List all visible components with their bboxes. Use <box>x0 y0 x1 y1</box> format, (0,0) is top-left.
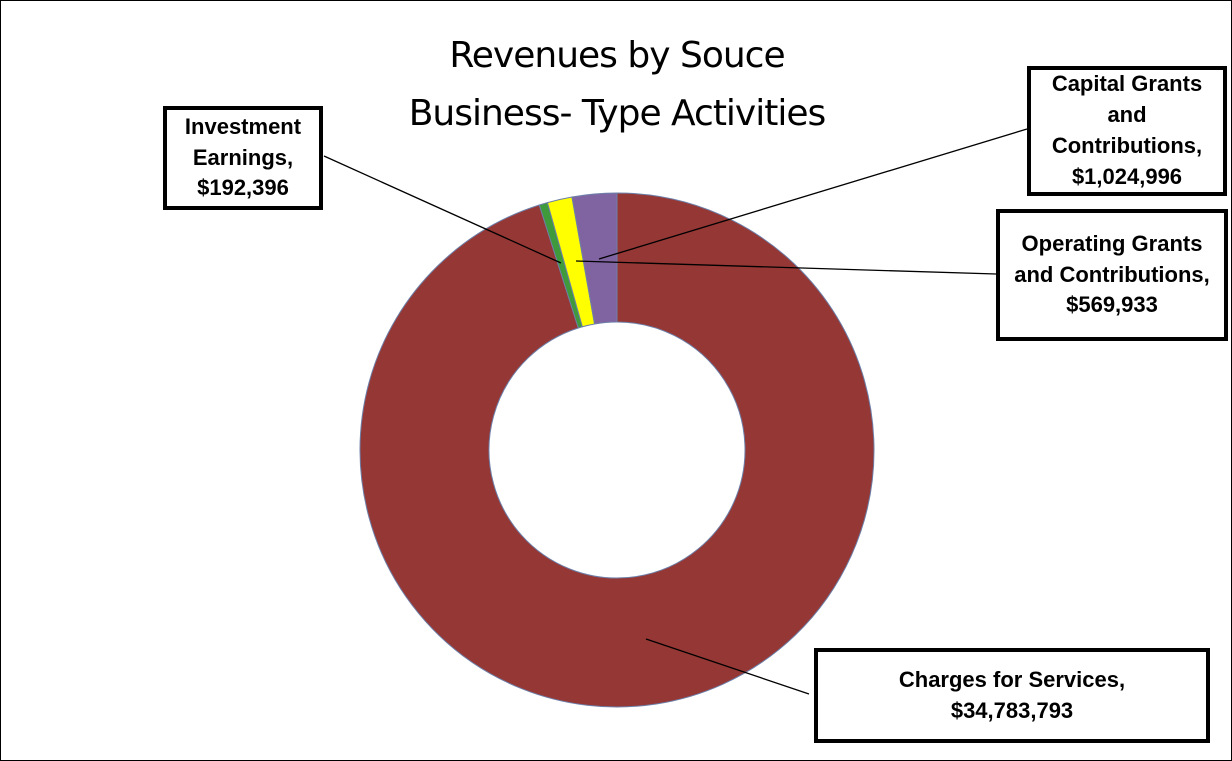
donut-slice <box>359 192 875 708</box>
value-label: $34,783,793 <box>950 697 1074 723</box>
category-label: Operating Grants and Contributions, <box>1014 230 1210 287</box>
leader-line <box>598 128 1028 260</box>
value-label: $569,933 <box>1066 292 1158 318</box>
value-label: $1,024,996 <box>1071 163 1183 189</box>
category-label: Investment Earnings, <box>184 113 302 170</box>
leader-line <box>645 638 810 695</box>
leader-line <box>323 155 562 264</box>
data-label: Operating Grants and Contributions, $569,… <box>996 209 1228 341</box>
donut-slice <box>571 192 618 325</box>
chart-subtitle: Business- Type Activities <box>409 93 826 134</box>
category-label: Capital Grants and Contributions, <box>1051 71 1203 158</box>
chart-title: Revenues by Souce <box>449 35 784 76</box>
data-label: Capital Grants and Contributions, $1,024,… <box>1027 66 1227 196</box>
value-label: $192,396 <box>197 175 289 201</box>
data-label: Investment Earnings, $192,396 <box>163 106 323 210</box>
data-label: Charges for Services, $34,783,793 <box>814 648 1210 743</box>
leader-line <box>575 260 997 275</box>
category-label: Charges for Services, <box>898 666 1126 692</box>
